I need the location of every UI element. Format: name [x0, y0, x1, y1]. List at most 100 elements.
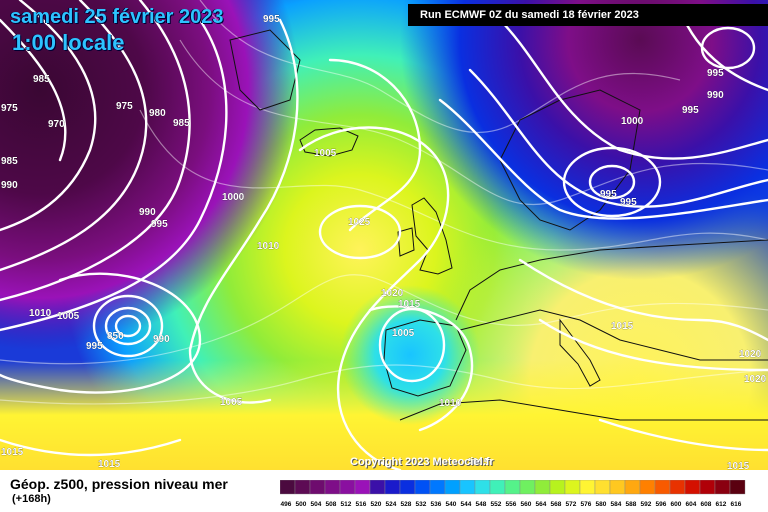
- legend-value: 580: [596, 501, 607, 508]
- isobar-label: 995: [263, 14, 280, 25]
- legend-swatch: [669, 480, 686, 495]
- isobar-label: 1010: [29, 308, 52, 319]
- isobar-label: 1015: [398, 299, 421, 310]
- isobar-label: 980: [149, 108, 166, 119]
- greenland-outline: [229, 29, 301, 111]
- isobar-label: 990: [1, 180, 18, 191]
- legend-value: 560: [521, 501, 532, 508]
- isobar-label: 1005: [220, 397, 243, 408]
- isobar-label: 990: [707, 90, 724, 101]
- legend-swatch: [714, 480, 731, 495]
- coastlines: [229, 29, 768, 421]
- isobar-label: 985: [33, 74, 50, 85]
- legend-value: 600: [671, 501, 682, 508]
- legend-swatch: [339, 480, 356, 495]
- legend-value: 588: [626, 501, 637, 508]
- isobar-label: 995: [620, 197, 637, 208]
- legend-swatch: [654, 480, 671, 495]
- isobar-label: 1020: [381, 288, 404, 299]
- legend-value: 584: [611, 501, 622, 508]
- legend-value: 540: [446, 501, 457, 508]
- legend-value: 564: [536, 501, 547, 508]
- legend-swatch: [489, 480, 506, 495]
- isobar-label: 990: [153, 334, 170, 345]
- legend-swatch: [564, 480, 581, 495]
- isobar-label: 1025: [348, 217, 371, 228]
- legend-value: 576: [581, 501, 592, 508]
- isobar-label: 985: [173, 118, 190, 129]
- iceland-outline: [299, 127, 359, 157]
- isobar-label: 1020: [744, 374, 767, 385]
- isobar-label: 1015: [611, 321, 634, 332]
- legend-value: 532: [416, 501, 427, 508]
- legend-value: 572: [566, 501, 577, 508]
- legend-swatch: [639, 480, 656, 495]
- legend-value: 528: [401, 501, 412, 508]
- legend-swatch: [294, 480, 311, 495]
- british-isles-outline: [397, 197, 453, 275]
- isobar-label: 1015: [1, 447, 24, 458]
- legend-swatch: [519, 480, 536, 495]
- isobar-label: 995: [86, 341, 103, 352]
- isobar-label: 1010: [257, 241, 280, 252]
- north-africa-outline: [399, 399, 768, 421]
- isobar-label: 1000: [621, 116, 644, 127]
- legend-swatch: [459, 480, 476, 495]
- legend-value: 608: [701, 501, 712, 508]
- legend-value: 504: [311, 501, 322, 508]
- isobar-label: 970: [48, 119, 65, 130]
- isobar-label: 1000: [222, 192, 245, 203]
- legend-value: 508: [326, 501, 337, 508]
- isobars: [0, 0, 768, 470]
- legend-swatch: [414, 480, 431, 495]
- legend-value: 544: [461, 501, 472, 508]
- forecast-time: 1:00 locale: [12, 30, 125, 55]
- map-title: Géop. z500, pression niveau mer: [10, 476, 228, 492]
- z500-contours: [0, 0, 768, 405]
- isobar-label: 990: [139, 207, 156, 218]
- isobar-label: 1015: [98, 459, 121, 470]
- scandinavia-outline: [499, 89, 641, 231]
- color-legend: 496 500 504 508 512 516 520 524 528 532 536 540 544 5…: [280, 480, 746, 508]
- legend-swatch: [474, 480, 491, 495]
- legend-swatch: [504, 480, 521, 495]
- isobar-label: 1005: [467, 457, 490, 468]
- legend-swatch: [534, 480, 551, 495]
- isobar-label: 995: [707, 68, 724, 79]
- legend-value: 524: [386, 501, 397, 508]
- legend-swatch: [579, 480, 596, 495]
- legend-swatch: [354, 480, 371, 495]
- forecast-date: samedi 25 février 2023: [10, 6, 224, 28]
- legend-value: 500: [296, 501, 307, 508]
- run-info: Run ECMWF 0Z du samedi 18 février 2023: [408, 4, 768, 26]
- isobar-label: 995: [151, 219, 168, 230]
- legend-value: 496: [281, 501, 292, 508]
- isobar-label: 1005: [314, 148, 337, 159]
- legend-swatch: [429, 480, 446, 495]
- forecast-lead: (+168h): [12, 493, 51, 505]
- legend-value: 592: [641, 501, 652, 508]
- legend-swatch: [549, 480, 566, 495]
- italy-outline: [559, 318, 601, 387]
- isobar-label: 1015: [727, 461, 750, 470]
- legend-swatch: [280, 480, 296, 495]
- isobar-label: 985: [1, 156, 18, 167]
- legend-swatch: [324, 480, 341, 495]
- isobar-label: 995: [682, 105, 699, 116]
- isobar-label: 995: [600, 189, 617, 200]
- legend-value: 548: [476, 501, 487, 508]
- isobar-label: 850: [107, 331, 124, 342]
- europe-mainland-outline: [455, 239, 768, 361]
- legend-swatch: [729, 480, 746, 495]
- legend-swatch: [684, 480, 701, 495]
- legend-swatch: [609, 480, 626, 495]
- legend-value: 568: [551, 501, 562, 508]
- legend-value: 596: [656, 501, 667, 508]
- isobar-label: 1005: [392, 328, 415, 339]
- legend-swatch: [309, 480, 326, 495]
- isobar-label: 1020: [739, 349, 762, 360]
- legend-swatch: [399, 480, 416, 495]
- legend-value: 516: [356, 501, 367, 508]
